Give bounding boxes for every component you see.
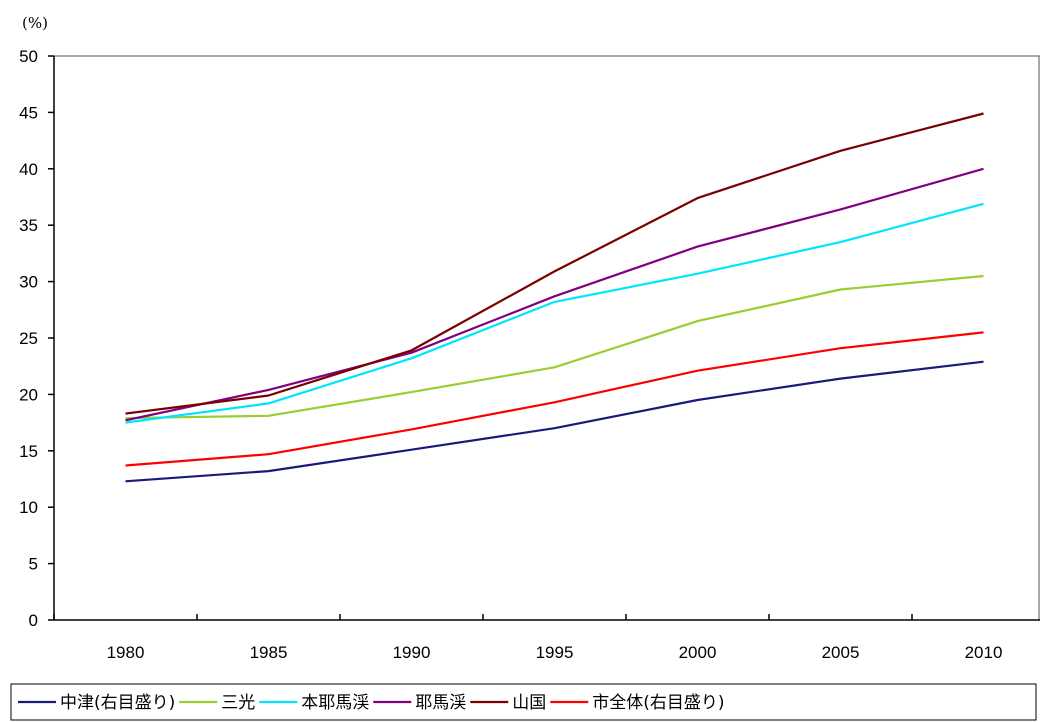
y-tick-label: 20 <box>19 385 38 404</box>
y-tick-label: 15 <box>19 442 38 461</box>
plot-frame <box>54 55 1040 620</box>
y-unit-label: (%) <box>22 14 48 32</box>
x-tick-label: 2000 <box>679 643 717 662</box>
y-tick-label: 30 <box>19 273 38 292</box>
y-tick-label: 40 <box>19 160 38 179</box>
x-tick-label: 1995 <box>536 643 574 662</box>
y-tick-label: 0 <box>29 611 38 630</box>
series-lines <box>125 112 984 483</box>
series-line-0 <box>125 360 984 483</box>
legend-label-0: 中津(右目盛り) <box>60 693 175 713</box>
y-tick-label: 35 <box>19 216 38 235</box>
x-tick-label: 1990 <box>393 643 431 662</box>
y-tick-label: 25 <box>19 329 38 348</box>
x-tick-label: 2010 <box>965 643 1003 662</box>
legend-label-3: 耶馬渓 <box>415 693 466 713</box>
y-tick-label: 5 <box>29 555 38 574</box>
series-line-3 <box>125 167 984 422</box>
series-line-2 <box>125 202 984 424</box>
series-line-4 <box>125 112 984 415</box>
y-tick-label: 10 <box>19 498 38 517</box>
x-tick-label: 2005 <box>822 643 860 662</box>
x-tick-label: 1985 <box>250 643 288 662</box>
x-axis: 1980 1985 1990 1995 2000 2005 2010 <box>53 614 1040 662</box>
y-tick-label: 45 <box>19 103 38 122</box>
y-axis: 0 5 10 15 20 25 30 35 40 45 50 <box>19 47 55 630</box>
x-tick-label: 1980 <box>107 643 145 662</box>
series-line-5 <box>125 331 984 467</box>
legend-label-1: 三光 <box>221 693 255 713</box>
legend-label-4: 山国 <box>512 693 546 713</box>
y-tick-label: 50 <box>19 47 38 66</box>
legend: 中津(右目盛り) 三光 本耶馬渓 耶馬渓 山国 市全体(右目盛り) <box>10 683 1037 721</box>
legend-label-5: 市全体(右目盛り) <box>592 693 724 713</box>
series-line-1 <box>125 274 984 420</box>
legend-label-2: 本耶馬渓 <box>301 693 369 713</box>
